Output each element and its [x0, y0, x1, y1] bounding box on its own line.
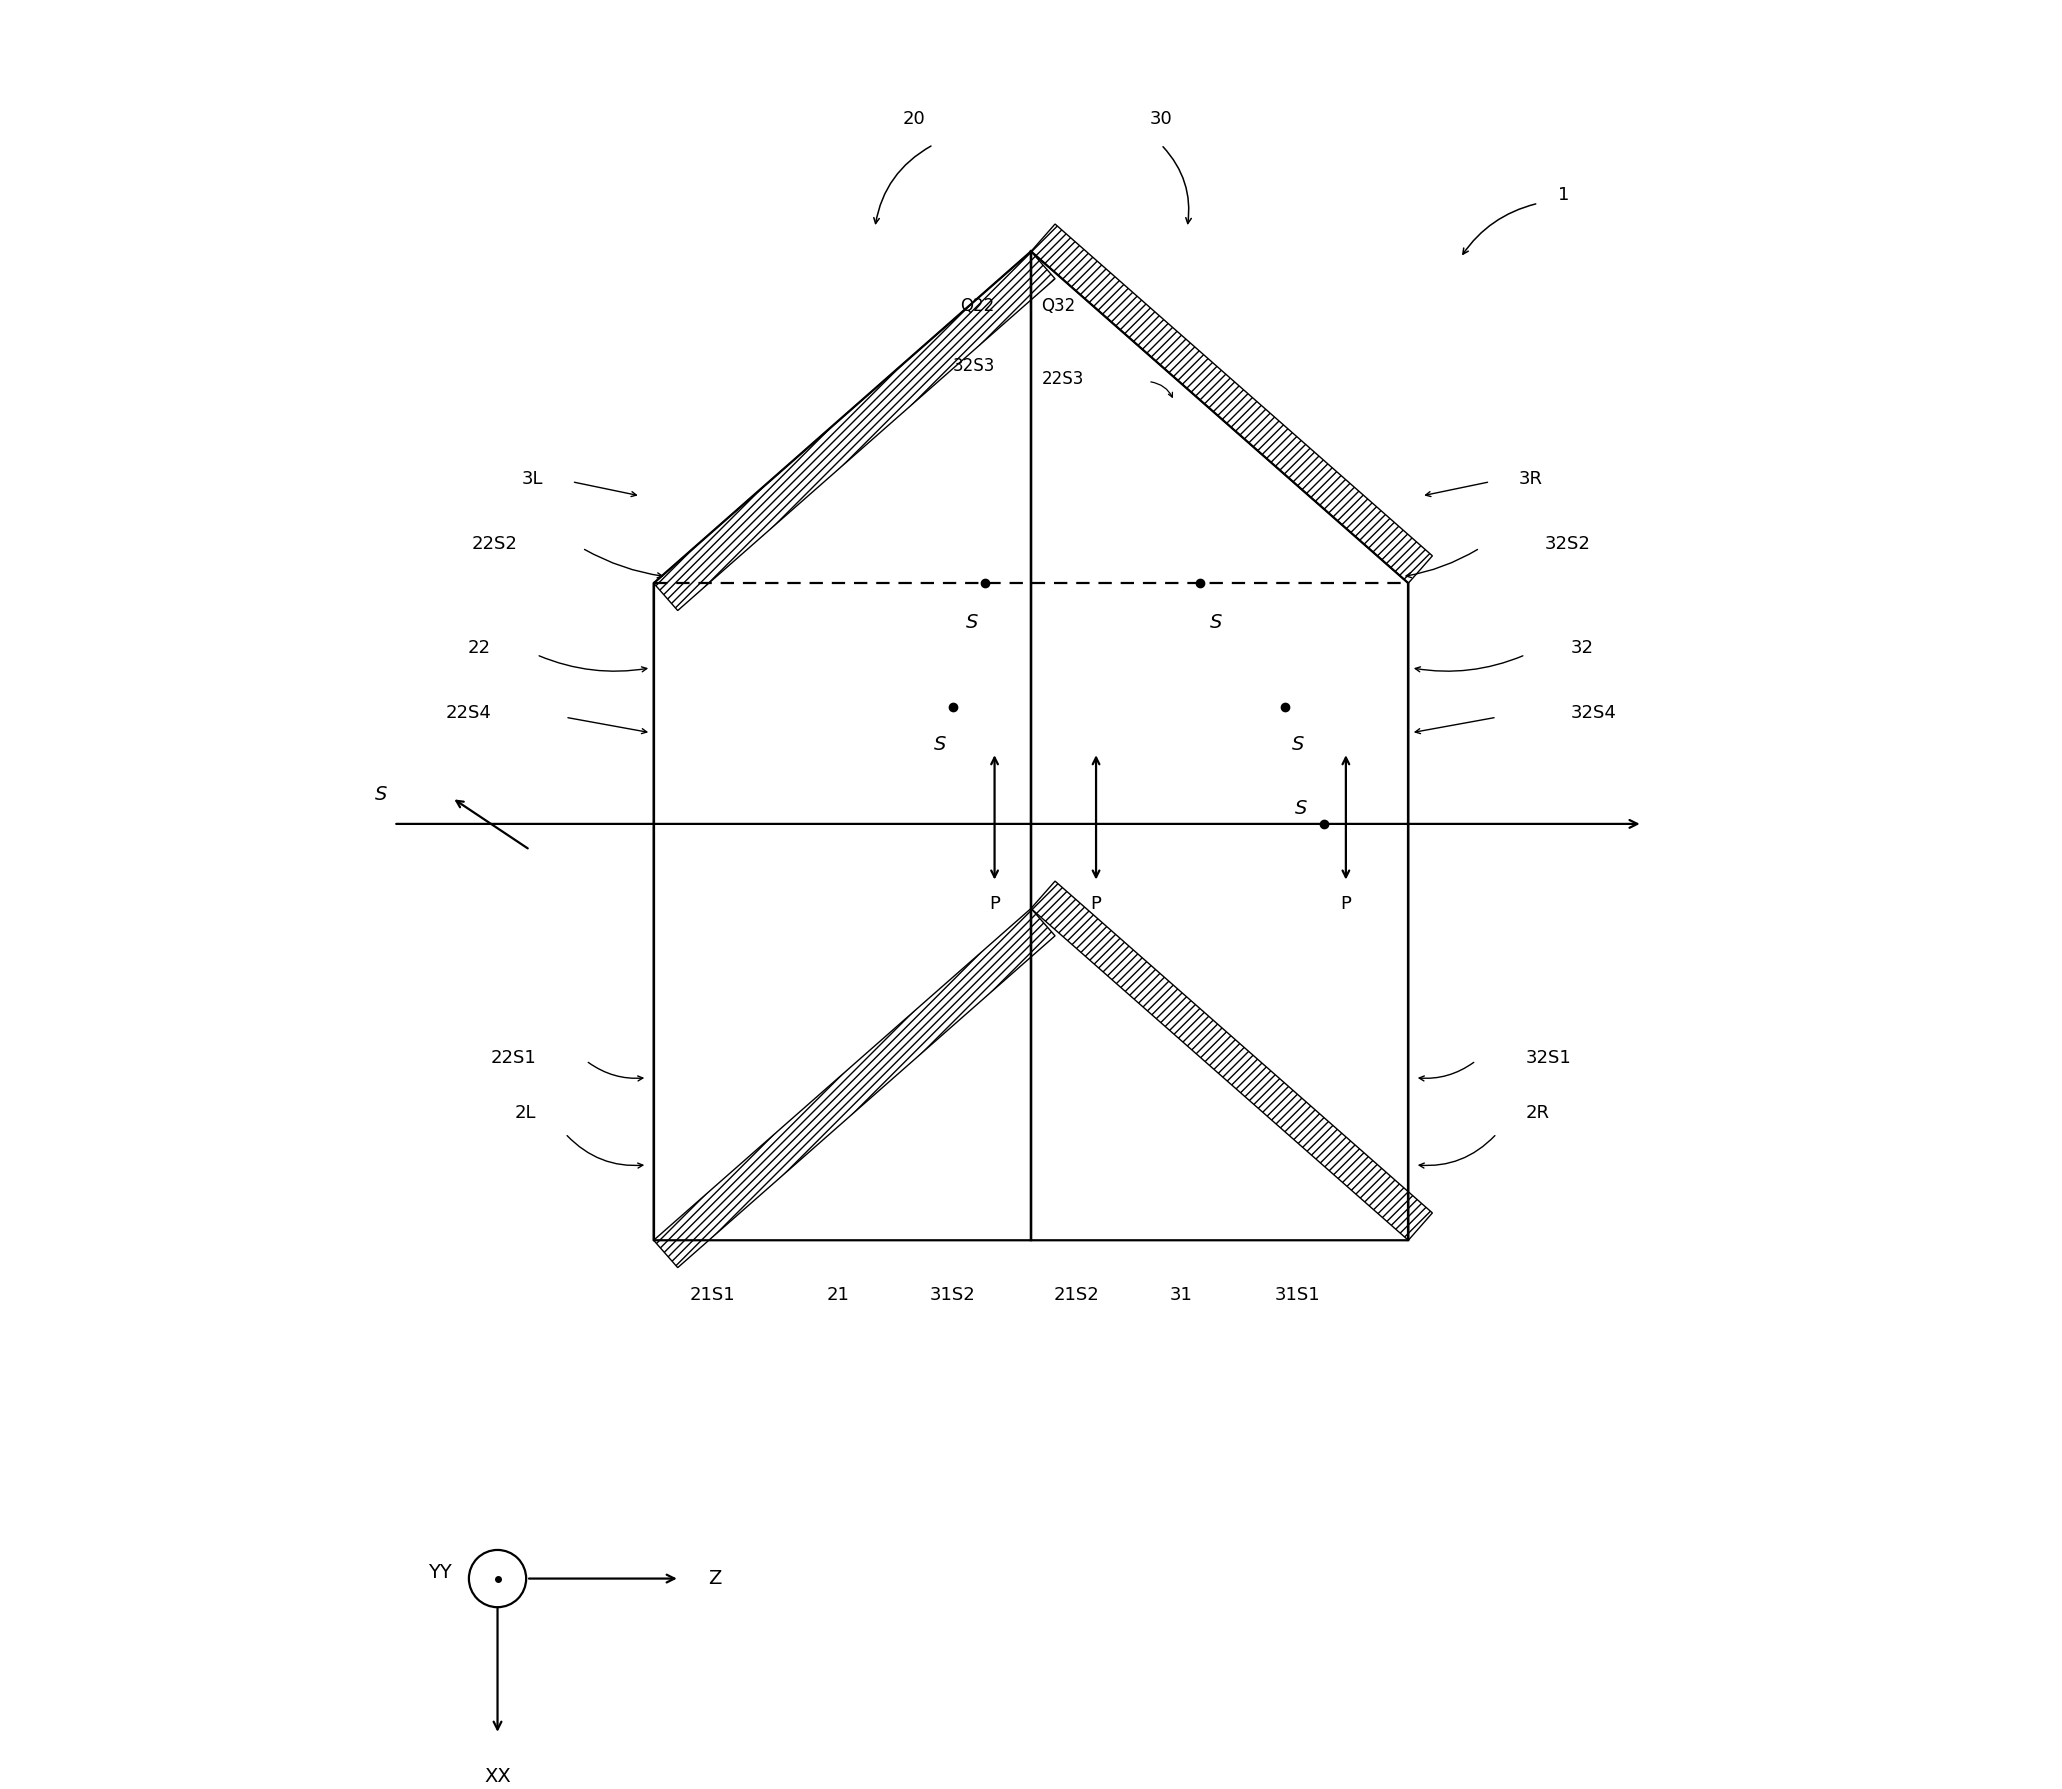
- Text: 20: 20: [903, 109, 926, 127]
- Text: P: P: [1340, 896, 1351, 914]
- Text: S: S: [1210, 614, 1223, 632]
- Text: Q32: Q32: [1041, 297, 1076, 315]
- Text: S: S: [934, 735, 946, 755]
- Text: 21S1: 21S1: [689, 1286, 734, 1304]
- Text: 21: 21: [827, 1286, 850, 1304]
- Text: P: P: [990, 896, 1000, 914]
- Text: 31: 31: [1169, 1286, 1192, 1304]
- Text: 22S2: 22S2: [472, 535, 518, 553]
- Text: S: S: [1291, 735, 1303, 755]
- Text: 22: 22: [468, 639, 491, 657]
- Polygon shape: [654, 909, 1056, 1268]
- Text: Q22: Q22: [961, 297, 994, 315]
- Text: 2L: 2L: [516, 1104, 536, 1122]
- Text: 32S4: 32S4: [1571, 705, 1617, 723]
- Text: 31S1: 31S1: [1274, 1286, 1320, 1304]
- Text: 32S1: 32S1: [1526, 1048, 1571, 1066]
- Text: 3L: 3L: [522, 471, 542, 488]
- Text: 1: 1: [1559, 186, 1569, 204]
- Circle shape: [468, 1549, 526, 1607]
- Text: 3R: 3R: [1520, 471, 1542, 488]
- Text: S: S: [1295, 798, 1307, 818]
- Text: 22S4: 22S4: [445, 705, 491, 723]
- Text: 32S2: 32S2: [1544, 535, 1590, 553]
- Text: 22S3: 22S3: [1041, 370, 1085, 388]
- Polygon shape: [654, 252, 1056, 610]
- Text: 32: 32: [1571, 639, 1594, 657]
- Text: 22S1: 22S1: [491, 1048, 536, 1066]
- Polygon shape: [1031, 224, 1433, 583]
- Text: 30: 30: [1151, 109, 1173, 127]
- Polygon shape: [1031, 882, 1433, 1240]
- Text: 2R: 2R: [1526, 1104, 1549, 1122]
- Text: S: S: [375, 785, 388, 805]
- Text: Z: Z: [709, 1569, 722, 1589]
- Text: P: P: [1091, 896, 1101, 914]
- Text: XX: XX: [485, 1768, 511, 1785]
- Polygon shape: [1031, 825, 1408, 1240]
- Text: 31S2: 31S2: [930, 1286, 975, 1304]
- Text: 21S2: 21S2: [1054, 1286, 1099, 1304]
- Text: 32S3: 32S3: [953, 356, 994, 376]
- Text: S: S: [967, 614, 979, 632]
- Text: YY: YY: [429, 1562, 452, 1581]
- Polygon shape: [654, 252, 1031, 1240]
